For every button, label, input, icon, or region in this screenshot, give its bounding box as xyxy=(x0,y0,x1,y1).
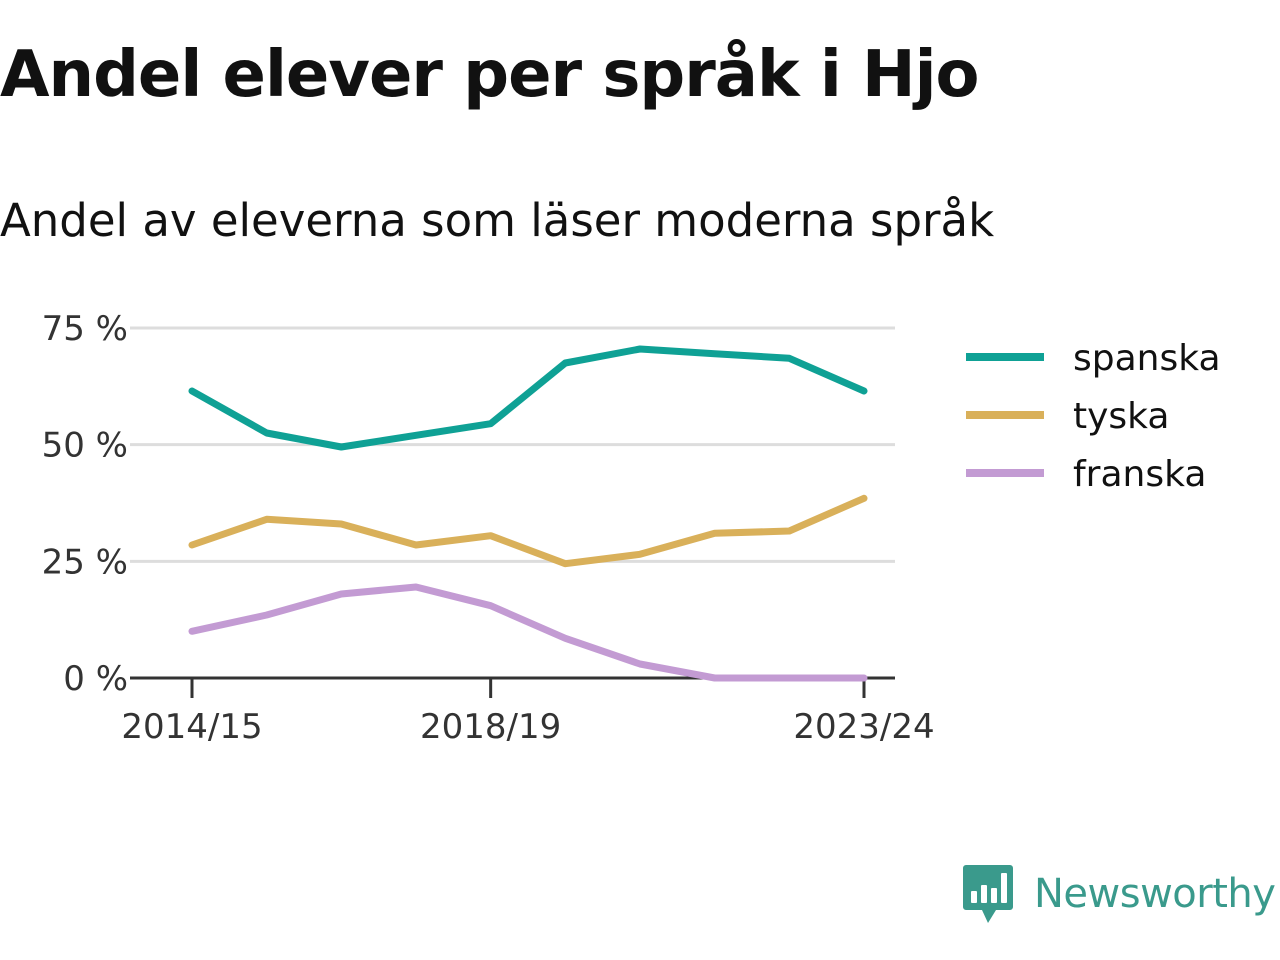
chart-subtitle: Andel av eleverna som läser moderna språ… xyxy=(0,194,995,247)
series-line-tyska xyxy=(188,494,868,568)
x-tick-label: 2023/24 xyxy=(793,707,934,747)
x-axis-labels: 2014/15 2018/19 2023/24 xyxy=(121,707,934,747)
y-tick-label: 25 % xyxy=(42,542,128,582)
gridlines xyxy=(130,326,895,563)
y-tick-label: 0 % xyxy=(63,659,128,699)
y-tick-label: 75 % xyxy=(42,309,128,349)
series-line-franska xyxy=(188,583,868,682)
legend: spanska tyska franska xyxy=(966,338,1221,495)
brand-name: Newsworthy xyxy=(1034,871,1276,917)
legend-label-franska: franska xyxy=(1073,454,1206,495)
newsworthy-chart-icon xyxy=(963,865,1013,923)
x-tick-label: 2014/15 xyxy=(121,707,262,747)
legend-label-spanska: spanska xyxy=(1073,338,1221,379)
y-axis-labels: 0 % 25 % 50 % 75 % xyxy=(42,309,128,699)
x-tick-label: 2018/19 xyxy=(420,707,561,747)
newsworthy-logo: Newsworthy xyxy=(962,862,1276,926)
y-tick-label: 50 % xyxy=(42,426,128,466)
series-lines xyxy=(188,345,868,682)
chart-title: Andel elever per språk i Hjo xyxy=(0,38,979,112)
series-line-spanska xyxy=(188,345,868,451)
legend-label-tyska: tyska xyxy=(1073,396,1169,437)
